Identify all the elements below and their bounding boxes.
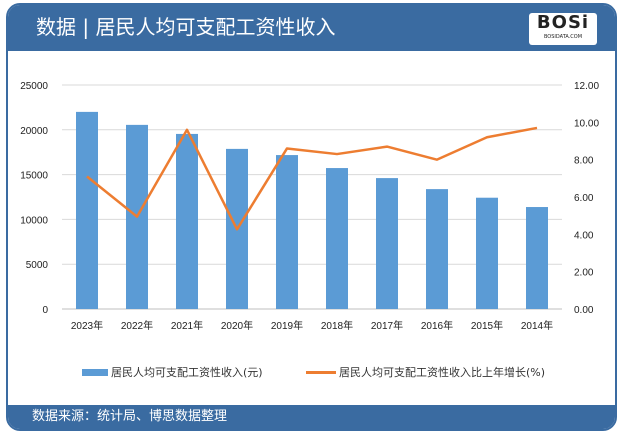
bar (326, 168, 348, 309)
header-bar: 数据 | 居民人均可支配工资性收入 BOSi BOSIDATA.COM (8, 5, 615, 51)
logo-text: BOSi (536, 12, 590, 33)
left-axis-tick: 25000 (20, 81, 48, 92)
x-axis-tick: 2018年 (321, 319, 353, 332)
left-axis-tick: 15000 (20, 171, 48, 182)
x-axis-tick: 2017年 (371, 319, 403, 332)
legend-line-swatch (306, 370, 336, 374)
data-source: 数据来源：统计局、博思数据整理 (32, 409, 228, 424)
right-axis-tick: 6.00 (574, 193, 594, 204)
bar (176, 133, 198, 309)
bar (376, 178, 398, 309)
bar (426, 189, 448, 309)
right-axis-tick: 4.00 (574, 230, 594, 241)
bar (276, 155, 298, 309)
bar (526, 207, 548, 309)
bar (76, 111, 98, 309)
right-axis-tick: 2.00 (574, 268, 594, 279)
legend-bar-swatch (82, 368, 108, 376)
left-axis-tick: 10000 (20, 215, 48, 226)
x-axis-tick: 2023年 (71, 319, 103, 332)
footer-bar: 数据来源：统计局、博思数据整理 (8, 405, 615, 429)
x-axis-tick: 2014年 (521, 319, 553, 332)
page-title: 数据 | 居民人均可支配工资性收入 (36, 15, 336, 39)
x-axis-tick: 2019年 (271, 319, 303, 332)
bar (476, 197, 498, 309)
legend-label-growth: 居民人均可支配工资性收入比上年增长(%) (339, 366, 546, 379)
logo-subtext: BOSIDATA.COM (543, 34, 583, 40)
x-axis-tick: 2021年 (171, 319, 203, 332)
right-axis-tick: 8.00 (574, 156, 594, 167)
right-axis-tick: 0.00 (574, 305, 594, 316)
right-axis-tick: 10.00 (574, 118, 599, 129)
bosi-logo: BOSi BOSIDATA.COM (529, 13, 597, 45)
x-axis-tick: 2015年 (471, 319, 503, 332)
x-axis-tick: 2022年 (121, 319, 153, 332)
chart-frame: 数据 | 居民人均可支配工资性收入 BOSi BOSIDATA.COM 数据来源… (6, 3, 617, 431)
x-axis-tick: 2020年 (221, 319, 253, 332)
left-axis-tick: 0 (42, 305, 48, 316)
legend-label-income: 居民人均可支配工资性收入(元) (111, 366, 263, 379)
right-axis-tick: 12.00 (574, 81, 599, 92)
left-axis-tick: 20000 (20, 126, 48, 137)
left-axis-tick: 5000 (26, 260, 49, 271)
legend-item-growth: 居民人均可支配工资性收入比上年增长(%) (306, 364, 545, 380)
legend-item-income: 居民人均可支配工资性收入(元) (82, 364, 263, 380)
x-axis-tick: 2016年 (421, 319, 453, 332)
growth-line (86, 126, 538, 231)
